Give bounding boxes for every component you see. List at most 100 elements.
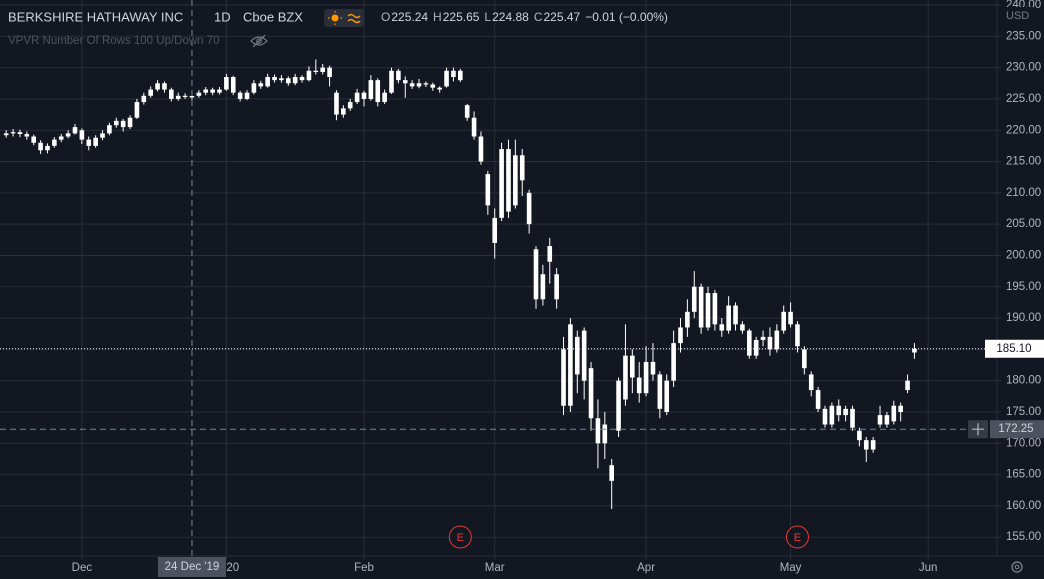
candle-body <box>788 311 793 325</box>
interval: 1D <box>214 9 231 24</box>
market-status-icons[interactable] <box>324 9 364 27</box>
x-tick-label: Dec <box>72 562 93 574</box>
icon-bg <box>324 9 364 27</box>
candle-body <box>382 92 387 103</box>
ohlc-legend: O 225.24 H 225.65 L 224.88 C 225.47 −0.01 (−0.00… <box>381 10 668 24</box>
eye-icon[interactable] <box>250 34 268 48</box>
candle-body <box>795 324 800 347</box>
candle-body <box>93 137 98 146</box>
candle-body <box>313 70 319 73</box>
candle-body <box>423 83 429 85</box>
y-tick-label: 240.00 <box>1006 0 1041 11</box>
y-tick-label: 195.00 <box>1006 281 1041 293</box>
candle-body <box>334 92 339 115</box>
candle-body <box>595 418 601 444</box>
candle-body <box>402 80 408 84</box>
exchange: Cboe BZX <box>243 9 303 24</box>
candle-body <box>623 355 628 400</box>
candle-body <box>616 380 621 431</box>
x-tick-label: Feb <box>354 562 374 574</box>
candle-body <box>863 440 869 450</box>
candle-body <box>244 92 250 99</box>
earnings-label: E <box>457 532 464 544</box>
y-tick-label: 230.00 <box>1006 62 1041 74</box>
sun-icon <box>331 14 339 22</box>
candle-body <box>513 155 518 206</box>
candle-body <box>547 246 553 262</box>
currency: USD <box>1006 10 1029 22</box>
candle-body <box>540 274 546 300</box>
legend-change: −0.01 (−0.00%) <box>585 10 668 24</box>
candle-body <box>499 149 504 218</box>
candle-body <box>58 136 64 140</box>
candle-body <box>134 102 140 118</box>
candle-body <box>526 192 532 225</box>
candle-body <box>251 83 257 93</box>
candle-body <box>217 89 222 93</box>
candle-body <box>38 142 43 151</box>
legend-key: O <box>381 10 390 24</box>
candle-body <box>368 80 374 99</box>
legend-key: C <box>534 10 543 24</box>
candle-body <box>175 95 181 99</box>
candle-body <box>802 349 807 369</box>
candle-body <box>850 408 855 428</box>
candle-body <box>79 130 85 140</box>
candle-body <box>444 70 449 87</box>
candle-body <box>72 127 78 134</box>
crosshair-price-label: 172.25 <box>998 423 1033 435</box>
y-tick-label: 175.00 <box>1006 406 1041 418</box>
y-tick-label: 200.00 <box>1006 249 1041 261</box>
candle-body <box>341 108 346 115</box>
symbol-title: BERKSHIRE HATHAWAY INC <box>8 9 183 24</box>
candle-body <box>86 139 92 146</box>
candle-body <box>320 67 326 73</box>
indicator-label: VPVR Number Of Rows 100 Up/Down 70 <box>8 35 220 47</box>
candle-body <box>726 305 731 331</box>
legend-key: H <box>433 10 442 24</box>
candle-body <box>643 361 649 394</box>
x-tick-label: Mar <box>485 562 505 574</box>
candle-body <box>740 324 745 331</box>
legend-value: 225.47 <box>543 10 580 24</box>
eye-pupil <box>256 38 262 44</box>
candle-body <box>533 249 539 300</box>
candle-body <box>182 95 188 98</box>
candle-body <box>3 133 9 136</box>
candle-body <box>285 78 291 84</box>
candle-body <box>464 105 470 118</box>
wave-icon <box>347 13 361 24</box>
candle-body <box>554 274 559 300</box>
candle-body <box>258 83 264 87</box>
crosshair-date-badge <box>157 557 226 577</box>
candle-body <box>781 311 787 331</box>
settings-gear[interactable] <box>1011 561 1023 573</box>
candle-body <box>836 405 842 416</box>
candle-body <box>753 339 759 356</box>
candle-body <box>299 77 305 81</box>
y-tick-label: 205.00 <box>1006 218 1041 230</box>
y-tick-label: 225.00 <box>1006 93 1041 105</box>
gear-hub <box>1014 564 1020 570</box>
candle-body <box>120 120 126 128</box>
y-tick-label: 180.00 <box>1006 375 1041 387</box>
candle-body <box>905 380 910 391</box>
candle-body <box>774 330 780 350</box>
candle-body <box>912 348 917 353</box>
candle-body <box>230 77 236 93</box>
candle-body <box>210 89 215 93</box>
candle-body <box>196 92 202 96</box>
legend-value: 225.65 <box>443 10 480 24</box>
candle-body <box>884 415 890 425</box>
candle-body <box>650 361 656 375</box>
earnings-marker <box>448 525 472 549</box>
candle-body <box>698 286 704 328</box>
candle-body <box>113 120 119 126</box>
candle-body <box>237 92 243 99</box>
sun-rays <box>328 11 342 25</box>
y-tick-label: 210.00 <box>1006 187 1041 199</box>
candle-body <box>685 311 690 328</box>
candle-body <box>568 324 573 406</box>
